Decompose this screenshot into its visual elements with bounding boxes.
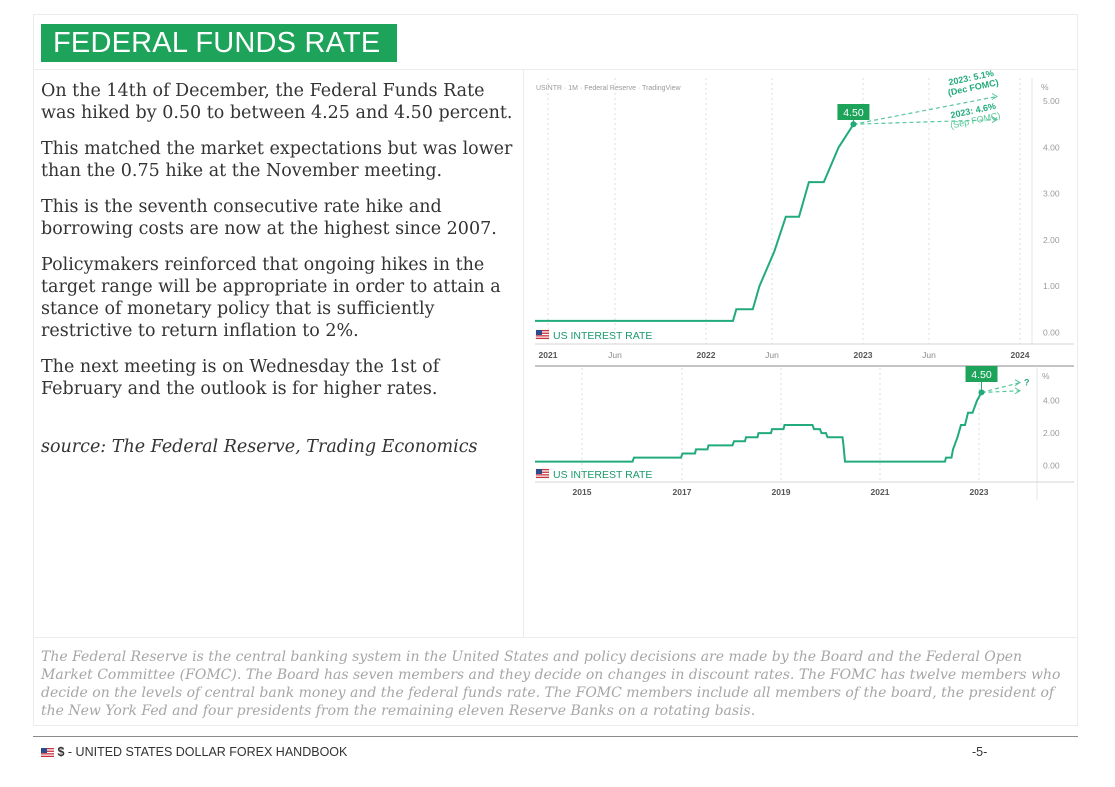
chart-top-vertical-grid — [547, 78, 1021, 344]
y-tick-label: 3.00 — [1043, 189, 1060, 199]
x-tick-label: 2024 — [1011, 350, 1030, 360]
x-tick-label: 2021 — [539, 350, 558, 360]
chart-top-unit-label: % — [1041, 82, 1049, 92]
notes-divider — [33, 637, 1078, 638]
x-tick-label: 2015 — [573, 487, 592, 497]
page-number: -5- — [972, 745, 988, 759]
projection-arrowhead — [1014, 379, 1021, 387]
us-flag-icon — [535, 468, 550, 479]
current-value-dot — [850, 121, 857, 128]
chart-top-current-marker: 4.50 — [837, 104, 870, 128]
header-divider — [33, 69, 1078, 70]
y-tick-label: 5.00 — [1043, 96, 1060, 106]
title-bar: FEDERAL FUNDS RATE — [41, 24, 397, 62]
y-tick-label: 0.00 — [1043, 461, 1060, 471]
column-divider — [523, 70, 524, 637]
footer-title: $ - UNITED STATES DOLLAR FOREX HANDBOOK — [41, 745, 347, 759]
chart-top-legend-label: US INTEREST RATE — [553, 330, 652, 342]
x-tick-label: 2023 — [970, 487, 989, 497]
current-value-dot — [978, 389, 985, 396]
chart-top-source-label: USINTR · 1M · Federal Reserve · TradingV… — [536, 85, 682, 92]
source-note: source: The Federal Reserve, Trading Eco… — [41, 437, 478, 457]
x-tick-label: 2021 — [871, 487, 890, 497]
chart-bottom-series-line — [535, 391, 983, 463]
projection-line — [853, 119, 998, 125]
paragraph-4: Policymakers reinforced that ongoing hik… — [41, 255, 501, 341]
current-value-label: 4.50 — [971, 369, 992, 381]
y-tick-label: 2.00 — [1043, 235, 1060, 245]
projection-label: ? — [1024, 378, 1030, 388]
fed-notes: The Federal Reserve is the central banki… — [41, 649, 1061, 719]
us-flag-icon — [41, 748, 54, 757]
commentary: On the 14th of December, the Federal Fun… — [41, 80, 519, 472]
x-tick-label: Jun — [608, 350, 622, 360]
current-value-tag — [965, 366, 998, 382]
projection-arrowhead — [991, 116, 998, 124]
page-title: FEDERAL FUNDS RATE — [53, 27, 381, 59]
projection-line — [853, 95, 998, 125]
page-frame — [33, 14, 1078, 726]
x-tick-label: Jun — [765, 350, 779, 360]
footer-divider — [33, 736, 1078, 737]
paragraph-3: This is the seventh consecutive rate hik… — [41, 197, 497, 239]
chart-bottom-current-marker: 4.50 — [965, 366, 998, 396]
projection-line — [981, 382, 1021, 394]
paragraph-2: This matched the market expectations but… — [41, 139, 513, 181]
x-tick-label: 2022 — [697, 350, 716, 360]
paragraph-5: The next meeting is on Wednesday the 1st… — [41, 357, 440, 399]
chart-bottom-legend-label: US INTEREST RATE — [553, 469, 652, 481]
paragraph-1: On the 14th of December, the Federal Fun… — [41, 81, 513, 123]
projection-line — [981, 390, 1021, 394]
chart-top-legend: US INTEREST RATE — [535, 329, 652, 342]
chart-bottom-legend: US INTEREST RATE — [535, 468, 652, 481]
projection-arrowhead — [991, 93, 998, 100]
chart-top-series-line — [535, 123, 855, 322]
current-value-label: 4.50 — [843, 107, 864, 119]
currency-symbol: $ — [57, 745, 65, 759]
handbook-title: - UNITED STATES DOLLAR FOREX HANDBOOK — [64, 745, 348, 759]
x-tick-label: 2023 — [854, 350, 873, 360]
chart-top-x-axis: 2021 Jun 2022 Jun 2023 Jun 2024 — [539, 350, 1030, 360]
chart-bottom-unit-label: % — [1042, 371, 1050, 381]
us-flag-icon — [535, 329, 550, 340]
y-tick-label: 0.00 — [1043, 327, 1060, 337]
chart-bottom-vertical-grid — [581, 368, 980, 482]
y-tick-label: 1.00 — [1043, 281, 1060, 291]
chart-bottom-x-axis: 2015 2017 2019 2021 2023 — [573, 487, 989, 497]
projection-arrowhead — [1014, 387, 1021, 395]
y-tick-label: 2.00 — [1043, 428, 1060, 438]
current-value-tag — [837, 104, 870, 120]
chart-top-y-axis: 5.00 4.00 3.00 2.00 1.00 0.00 — [1043, 96, 1060, 337]
y-tick-label: 4.00 — [1043, 396, 1060, 406]
x-tick-label: Jun — [922, 350, 936, 360]
chart-bottom-projections: ? — [981, 378, 1030, 395]
x-tick-label: 2017 — [673, 487, 692, 497]
y-tick-label: 4.00 — [1043, 142, 1060, 152]
chart-bottom-y-axis: 4.00 2.00 0.00 — [1043, 396, 1060, 471]
x-tick-label: 2019 — [772, 487, 791, 497]
